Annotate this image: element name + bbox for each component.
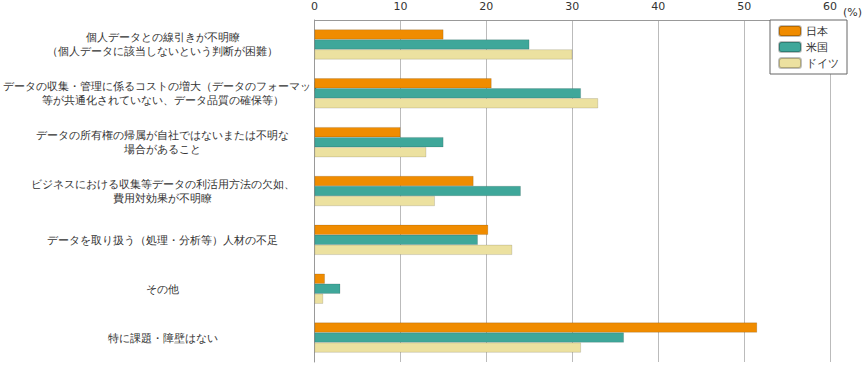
svg-text:等が共通化されていない、データ品質の確保等）: 等が共通化されていない、データ品質の確保等）: [42, 94, 284, 106]
svg-text:ドイツ: ドイツ: [806, 57, 839, 70]
svg-text:個人データとの線引きが不明瞭: 個人データとの線引きが不明瞭: [86, 31, 240, 43]
svg-text:(%): (%): [843, 6, 862, 19]
svg-text:場合があること: 場合があること: [123, 143, 201, 155]
svg-text:50: 50: [737, 0, 751, 13]
svg-text:費用対効果が不明瞭: 費用対効果が不明瞭: [113, 192, 212, 204]
svg-text:米国: 米国: [806, 41, 828, 54]
svg-text:40: 40: [651, 0, 665, 13]
svg-text:日本: 日本: [806, 25, 828, 38]
svg-text:20: 20: [479, 0, 493, 13]
svg-text:60: 60: [823, 0, 837, 13]
svg-text:データの収集・管理に係るコストの増大（データのフォーマット: データの収集・管理に係るコストの増大（データのフォーマット: [3, 80, 322, 92]
svg-text:その他: その他: [146, 283, 179, 295]
svg-text:30: 30: [565, 0, 579, 13]
svg-text:0: 0: [311, 0, 318, 13]
svg-text:10: 10: [393, 0, 407, 13]
svg-text:データを取り扱う（処理・分析等）人材の不足: データを取り扱う（処理・分析等）人材の不足: [47, 234, 278, 247]
svg-text:特に課題・障壁はない: 特に課題・障壁はない: [108, 332, 218, 344]
svg-text:ビジネスにおける収集等データの利活用方法の欠如、: ビジネスにおける収集等データの利活用方法の欠如、: [31, 178, 295, 191]
svg-text:データの所有権の帰属が自社ではないまたは不明な: データの所有権の帰属が自社ではないまたは不明な: [36, 129, 289, 141]
svg-text:（個人データに該当しないという判断が困難）: （個人データに該当しないという判断が困難）: [47, 45, 278, 58]
